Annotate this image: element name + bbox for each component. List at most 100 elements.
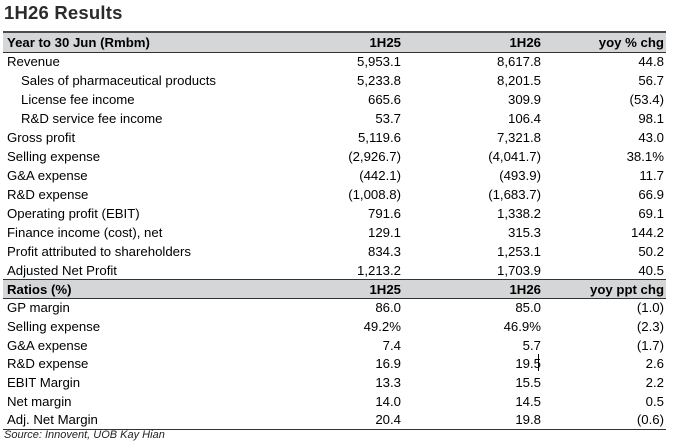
row-1h26: 309.9 [507, 92, 541, 107]
row-1h26: (4,041.7) [488, 149, 541, 164]
results-header-rule [3, 52, 666, 53]
table-row: Adjusted Net Profit 1,213.2 1,703.9 40.5 [3, 261, 666, 280]
row-1h25: 834.3 [367, 244, 401, 259]
row-1h25: 13.3 [375, 375, 401, 390]
row-1h25: 791.6 [367, 206, 401, 221]
table-row: License fee income 665.6 309.9 (53.4) [3, 90, 666, 109]
results-header-row: Year to 30 Jun (Rmbm) 1H25 1H26 yoy % ch… [3, 33, 666, 52]
row-1h25: (2,926.7) [348, 149, 401, 164]
row-1h25: 5,233.8 [357, 73, 401, 88]
table-row: Selling expense (2,926.7) (4,041.7) 38.1… [3, 147, 666, 166]
ratios-header-label: Ratios (%) [7, 282, 72, 297]
table-row: R&D expense (1,008.8) (1,683.7) 66.9 [3, 185, 666, 204]
row-1h26: 1,253.1 [497, 244, 541, 259]
row-1h26: 14.5 [515, 394, 541, 409]
row-1h25: 7.4 [382, 338, 401, 353]
row-yoy: (1.7) [636, 338, 664, 353]
ratios-header-row: Ratios (%) 1H25 1H26 yoy ppt chg [3, 280, 666, 299]
row-yoy: (53.4) [629, 92, 664, 107]
row-1h26: 85.0 [515, 300, 541, 315]
row-1h25: 5,119.6 [357, 130, 401, 145]
row-1h25: (442.1) [359, 168, 401, 183]
row-label: Adjusted Net Profit [7, 263, 117, 278]
row-yoy: (0.6) [636, 412, 664, 427]
table-row: R&D service fee income 53.7 106.4 98.1 [3, 109, 666, 128]
row-1h26: 19.8 [515, 412, 541, 427]
row-label: Selling expense [7, 149, 101, 164]
table-row: G&A expense 7.4 5.7 (1.7) [3, 336, 666, 355]
row-yoy: 98.1 [638, 111, 664, 126]
results-header-1h26: 1H26 [509, 35, 541, 50]
table-row: G&A expense (442.1) (493.9) 11.7 [3, 166, 666, 185]
row-yoy: (2.3) [636, 319, 664, 334]
row-yoy: 66.9 [638, 187, 664, 202]
row-label: Gross profit [7, 130, 76, 145]
row-yoy: (1.0) [636, 300, 664, 315]
row-1h25: 5,953.1 [357, 54, 401, 69]
ratios-header-rule [3, 298, 666, 299]
row-1h26: 106.4 [507, 111, 541, 126]
row-yoy: 56.7 [638, 73, 664, 88]
table-row: EBIT Margin 13.3 15.5 2.2 [3, 373, 666, 392]
table-row: R&D expense 16.9 19.5 2.6 [3, 354, 666, 373]
row-1h26: (493.9) [499, 168, 541, 183]
row-1h26: 1,703.9 [497, 263, 541, 278]
table-row: GP margin 86.0 85.0 (1.0) [3, 298, 666, 317]
row-yoy: 44.8 [638, 54, 664, 69]
row-label: Profit attributed to shareholders [7, 244, 191, 259]
row-yoy: 40.5 [638, 263, 664, 278]
text-cursor [538, 354, 539, 371]
row-1h26: 7,321.8 [497, 130, 541, 145]
row-1h26: (1,683.7) [488, 187, 541, 202]
row-1h26: 15.5 [515, 375, 541, 390]
row-yoy: 2.6 [645, 356, 664, 371]
row-yoy: 69.1 [638, 206, 664, 221]
ratios-header-1h26: 1H26 [509, 282, 541, 297]
row-label: R&D expense [7, 356, 89, 371]
row-label: Finance income (cost), net [7, 225, 163, 240]
row-1h25: 129.1 [367, 225, 401, 240]
ratios-header-1h25: 1H25 [369, 282, 401, 297]
table-row: Profit attributed to shareholders 834.3 … [3, 242, 666, 261]
row-label: Sales of pharmaceutical products [21, 73, 216, 88]
ratios-header-yoy: yoy ppt chg [590, 282, 664, 297]
row-label: Selling expense [7, 319, 101, 334]
row-1h25: 665.6 [367, 92, 401, 107]
row-label: Operating profit (EBIT) [7, 206, 140, 221]
row-1h25: 16.9 [375, 356, 401, 371]
row-label: License fee income [21, 92, 135, 107]
row-1h25: 49.2% [363, 319, 401, 334]
ratios-top-rule [3, 279, 666, 280]
row-label: Revenue [7, 54, 60, 69]
table-row: Adj. Net Margin 20.4 19.8 (0.6) [3, 410, 666, 429]
row-label: G&A expense [7, 168, 88, 183]
table-row: Sales of pharmaceutical products 5,233.8… [3, 71, 666, 90]
row-1h26: 1,338.2 [497, 206, 541, 221]
row-1h26: 19.5 [515, 356, 541, 371]
row-1h25: 20.4 [375, 412, 401, 427]
row-yoy: 11.7 [639, 168, 664, 183]
results-header-label: Year to 30 Jun (Rmbm) [7, 35, 150, 50]
row-yoy: 144.2 [630, 225, 664, 240]
row-1h26: 46.9% [503, 319, 541, 334]
row-1h25: 53.7 [375, 111, 401, 126]
table-bottom-rule [3, 429, 666, 430]
row-1h26: 5.7 [522, 338, 541, 353]
row-label: Net margin [7, 394, 72, 409]
row-label: GP margin [7, 300, 70, 315]
row-yoy: 0.5 [645, 394, 664, 409]
source-note: Source: Innovent, UOB Kay Hian [4, 429, 165, 441]
row-1h25: 14.0 [375, 394, 401, 409]
row-1h26: 8,201.5 [497, 73, 541, 88]
table-row: Finance income (cost), net 129.1 315.3 1… [3, 223, 666, 242]
results-header-yoy: yoy % chg [598, 35, 664, 50]
table-row: Selling expense 49.2% 46.9% (2.3) [3, 317, 666, 336]
row-1h26: 8,617.8 [497, 54, 541, 69]
row-label: Adj. Net Margin [7, 412, 98, 427]
table-row: Net margin 14.0 14.5 0.5 [3, 392, 666, 411]
row-yoy: 38.1% [626, 149, 664, 164]
row-yoy: 2.2 [645, 375, 664, 390]
row-1h25: (1,008.8) [348, 187, 401, 202]
table-row: Operating profit (EBIT) 791.6 1,338.2 69… [3, 204, 666, 223]
row-1h25: 1,213.2 [357, 263, 401, 278]
